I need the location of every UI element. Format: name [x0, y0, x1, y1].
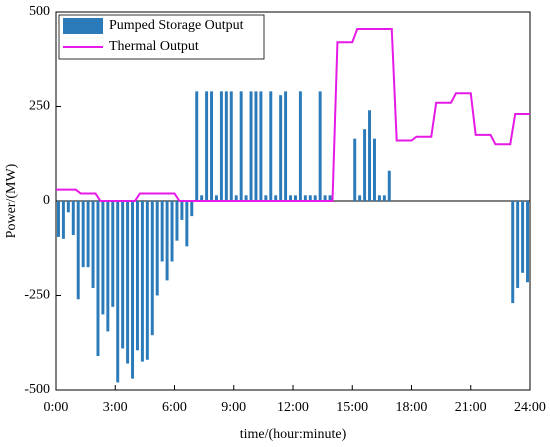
bar: [234, 195, 238, 201]
bar: [140, 201, 144, 362]
bar: [214, 195, 218, 201]
bar: [511, 201, 515, 304]
bar: [76, 201, 80, 300]
bar: [131, 201, 135, 379]
bar: [284, 91, 288, 201]
bar: [71, 201, 75, 236]
bar: [66, 201, 70, 213]
x-tick-label: 3:00: [103, 400, 128, 415]
bar: [318, 91, 322, 201]
bar: [382, 195, 386, 201]
bar: [328, 195, 332, 201]
bar: [249, 91, 253, 201]
bar: [259, 91, 263, 201]
bar: [289, 195, 293, 201]
bar: [170, 201, 174, 262]
bar: [165, 201, 169, 281]
bar: [175, 201, 179, 241]
legend-label: Thermal Output: [109, 39, 199, 54]
bar: [106, 201, 110, 332]
bar: [377, 195, 381, 201]
bar: [264, 195, 268, 201]
bar: [372, 138, 376, 201]
bar: [274, 195, 278, 201]
bar: [521, 201, 525, 273]
bar: [308, 195, 312, 201]
bar: [293, 195, 297, 201]
y-axis-label: Power/(MW): [4, 163, 19, 238]
bar: [200, 195, 204, 201]
bar: [298, 91, 302, 201]
y-tick-label: -500: [24, 382, 50, 397]
bar: [303, 195, 307, 201]
bar: [224, 91, 228, 201]
bar: [86, 201, 90, 268]
y-tick-label: -250: [24, 288, 50, 303]
bar: [279, 95, 283, 201]
bar: [239, 91, 243, 201]
bar: [516, 201, 520, 288]
bar: [353, 138, 357, 201]
y-tick-label: 500: [29, 4, 50, 19]
bar: [358, 195, 362, 201]
bar: [101, 201, 105, 315]
x-tick-label: 24:00: [514, 400, 546, 415]
x-tick-label: 0:00: [44, 400, 69, 415]
bar: [111, 201, 115, 307]
bar: [387, 170, 391, 201]
bar: [135, 201, 139, 351]
bar: [313, 195, 317, 201]
legend-swatch: [63, 18, 103, 34]
bar: [190, 201, 194, 217]
bar: [185, 201, 189, 247]
bar: [244, 195, 248, 201]
bar: [205, 91, 209, 201]
line: [56, 28, 530, 202]
x-tick-label: 9:00: [221, 400, 246, 415]
y-tick-label: 250: [29, 99, 50, 114]
bar: [526, 201, 530, 283]
bar: [126, 201, 130, 364]
bar: [61, 201, 65, 239]
bar: [81, 201, 85, 268]
bar: [368, 110, 372, 201]
bar: [155, 201, 159, 296]
x-tick-label: 15:00: [336, 400, 368, 415]
x-tick-label: 12:00: [277, 400, 309, 415]
bar: [56, 201, 60, 237]
bar: [254, 91, 258, 201]
bar: [323, 195, 327, 201]
bar: [219, 91, 223, 201]
bar: [145, 201, 149, 360]
bar: [180, 201, 184, 220]
bar: [121, 201, 125, 349]
bar: [160, 201, 164, 262]
bar: [269, 91, 273, 201]
bar: [229, 91, 233, 201]
bar: [363, 129, 367, 201]
x-tick-label: 18:00: [396, 400, 428, 415]
bar: [116, 201, 120, 383]
bar: [96, 201, 100, 356]
bar: [210, 91, 214, 201]
bar: [150, 201, 154, 336]
y-tick-label: 0: [43, 193, 50, 208]
x-tick-label: 21:00: [455, 400, 487, 415]
x-axis-label: time/(hour:minute): [240, 427, 347, 442]
legend-label: Pumped Storage Output: [109, 18, 244, 33]
bar: [195, 91, 199, 201]
x-tick-label: 6:00: [162, 400, 187, 415]
bar: [91, 201, 95, 288]
